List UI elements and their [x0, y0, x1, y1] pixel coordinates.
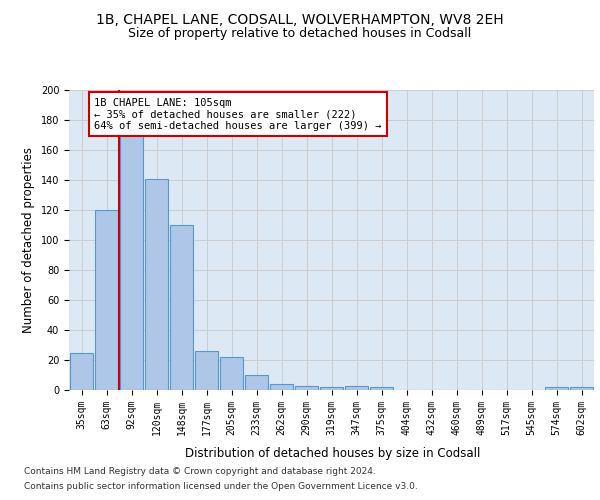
Text: Contains HM Land Registry data © Crown copyright and database right 2024.: Contains HM Land Registry data © Crown c…: [24, 467, 376, 476]
Bar: [320, 387, 343, 390]
Text: Distribution of detached houses by size in Codsall: Distribution of detached houses by size …: [185, 448, 481, 460]
Text: Contains public sector information licensed under the Open Government Licence v3: Contains public sector information licen…: [24, 482, 418, 491]
Bar: [194, 351, 218, 390]
Bar: [245, 375, 268, 390]
Bar: [70, 352, 94, 390]
Bar: [220, 357, 244, 390]
Text: 1B CHAPEL LANE: 105sqm
← 35% of detached houses are smaller (222)
64% of semi-de: 1B CHAPEL LANE: 105sqm ← 35% of detached…: [94, 98, 382, 130]
Bar: [295, 386, 319, 390]
Bar: [269, 384, 293, 390]
Bar: [119, 135, 143, 390]
Text: 1B, CHAPEL LANE, CODSALL, WOLVERHAMPTON, WV8 2EH: 1B, CHAPEL LANE, CODSALL, WOLVERHAMPTON,…: [96, 12, 504, 26]
Bar: [95, 210, 118, 390]
Y-axis label: Number of detached properties: Number of detached properties: [22, 147, 35, 333]
Bar: [569, 387, 593, 390]
Bar: [145, 178, 169, 390]
Text: Size of property relative to detached houses in Codsall: Size of property relative to detached ho…: [128, 28, 472, 40]
Bar: [344, 386, 368, 390]
Bar: [370, 387, 394, 390]
Bar: [170, 225, 193, 390]
Bar: [545, 387, 568, 390]
